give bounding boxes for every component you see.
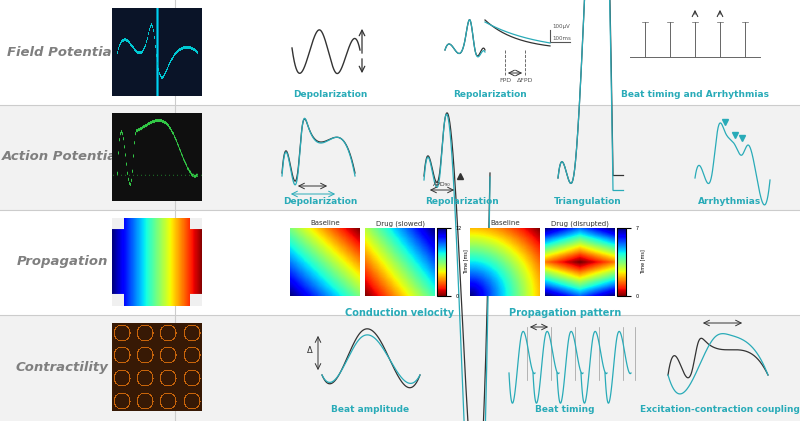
Title: Baseline: Baseline [490, 220, 520, 226]
Text: Action Potential: Action Potential [2, 150, 122, 163]
Bar [0, 210, 800, 315]
Text: 100μV: 100μV [552, 24, 570, 29]
Text: 100ms: 100ms [552, 36, 571, 41]
Text: Arrhythmias: Arrhythmias [698, 197, 762, 206]
Text: Triangulation: Triangulation [554, 197, 622, 206]
Bar [0, 0, 800, 105]
Bar [0, 105, 800, 210]
Y-axis label: Time [ms]: Time [ms] [641, 250, 646, 274]
Text: Beat timing and Arrhythmias: Beat timing and Arrhythmias [621, 90, 769, 99]
Text: Beat timing: Beat timing [535, 405, 594, 414]
Text: Beat amplitude: Beat amplitude [331, 405, 409, 414]
Text: FPD: FPD [499, 78, 511, 83]
Text: APD₉₀: APD₉₀ [433, 182, 451, 187]
Title: Baseline: Baseline [310, 220, 340, 226]
Y-axis label: Time [ms]: Time [ms] [463, 250, 469, 274]
Title: Drug (slowed): Drug (slowed) [375, 220, 425, 227]
Text: Depolarization: Depolarization [283, 197, 357, 206]
Title: Drug (disrupted): Drug (disrupted) [551, 220, 609, 227]
Text: ΔFPD: ΔFPD [517, 78, 533, 83]
Text: Propagation: Propagation [16, 256, 108, 269]
Text: Excitation-contraction coupling: Excitation-contraction coupling [640, 405, 800, 414]
Text: Propagation pattern: Propagation pattern [509, 308, 621, 318]
Text: Depolarization: Depolarization [293, 90, 367, 99]
Text: Δ: Δ [307, 346, 313, 355]
Text: Field Potential: Field Potential [7, 45, 117, 59]
Text: Conduction velocity: Conduction velocity [346, 308, 454, 318]
Bar [0, 315, 800, 421]
Text: Contractility: Contractility [15, 362, 109, 375]
Text: Repolarization: Repolarization [425, 197, 499, 206]
Text: Repolarization: Repolarization [453, 90, 527, 99]
